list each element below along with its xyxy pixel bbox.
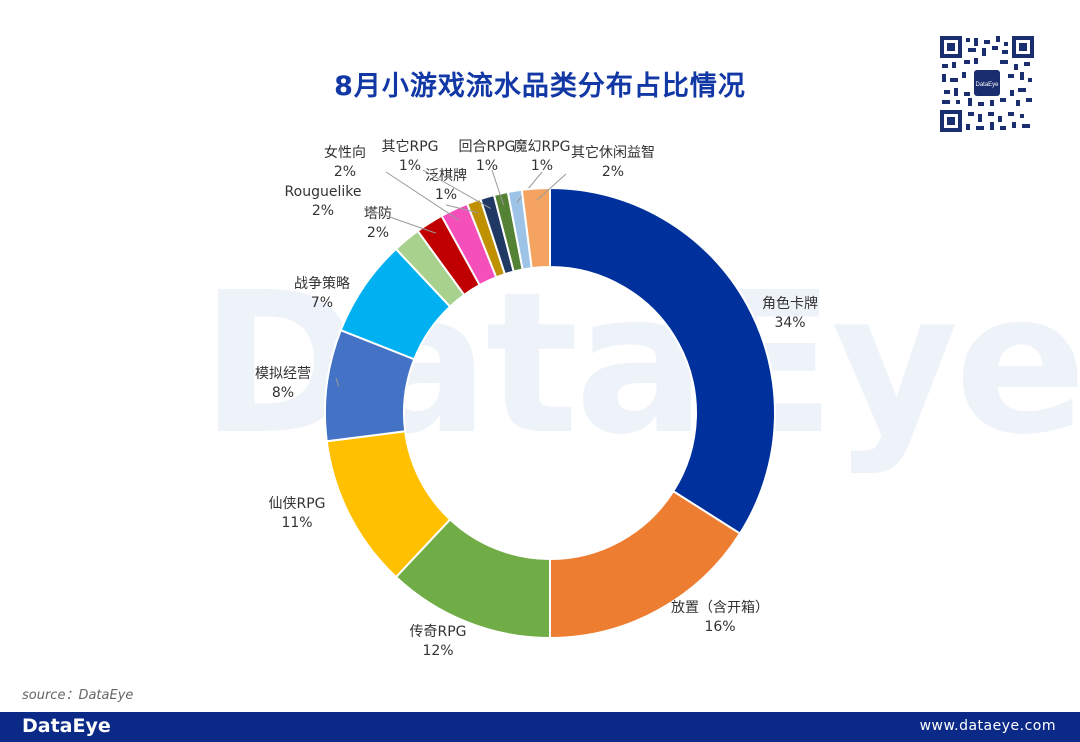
- slice-percent: 16%: [704, 619, 735, 635]
- slice-label: 其它RPG: [381, 138, 438, 155]
- donut-slice: [549, 186, 776, 535]
- slice-percent: 8%: [272, 385, 294, 401]
- leader-line: [445, 204, 478, 214]
- qr-center-text: DataEye: [975, 82, 999, 88]
- slice-percent: 2%: [602, 164, 624, 180]
- leader-line: [491, 169, 505, 206]
- slice-percent: 11%: [281, 515, 312, 531]
- slice-label: 角色卡牌: [762, 295, 818, 312]
- slice-label: 其它休闲益智: [571, 144, 655, 161]
- qr-code: DataEye: [938, 34, 1036, 134]
- slice-percent: 34%: [774, 315, 805, 331]
- leader-line: [536, 173, 567, 201]
- slice-label: 模拟经营: [255, 366, 311, 382]
- footer-url: www.dataeye.com: [919, 718, 1056, 734]
- leader-line: [385, 171, 460, 221]
- donut-slice: [520, 186, 551, 270]
- slice-percent: 1%: [476, 158, 498, 174]
- slice-label: 女性向: [324, 144, 366, 161]
- slice-label: 放置（含开箱）: [671, 600, 769, 616]
- leader-line: [422, 169, 491, 209]
- slice-label: 泛棋牌: [425, 167, 467, 184]
- slice-label: 回合RPG: [458, 139, 515, 155]
- footer-brand: DataEye: [22, 715, 111, 737]
- slice-percent: 2%: [367, 225, 389, 241]
- slice-label: 塔防: [364, 206, 392, 222]
- slice-percent: 12%: [422, 643, 453, 659]
- slice-percent: 7%: [311, 295, 333, 311]
- leader-line: [363, 207, 437, 234]
- slice-percent: 1%: [531, 158, 553, 174]
- slice-label: 战争策略: [294, 275, 350, 292]
- slice-percent: 1%: [435, 187, 457, 203]
- slice-percent: 1%: [399, 158, 421, 174]
- chart-title: 8月小游戏流水品类分布占比情况: [334, 71, 746, 102]
- source-note: source：DataEye: [22, 688, 134, 703]
- slice-label: 魔幻RPG: [513, 139, 570, 155]
- slice-label: 传奇RPG: [409, 623, 466, 640]
- slice-label: 仙侠RPG: [268, 496, 325, 512]
- slice-label: Rouguelike: [285, 184, 362, 200]
- footer-bar: DataEye www.dataeye.com: [0, 712, 1080, 742]
- leader-line: [335, 377, 340, 387]
- leader-line: [516, 171, 543, 203]
- slice-percent: 2%: [312, 203, 334, 219]
- slice-percent: 2%: [334, 164, 356, 180]
